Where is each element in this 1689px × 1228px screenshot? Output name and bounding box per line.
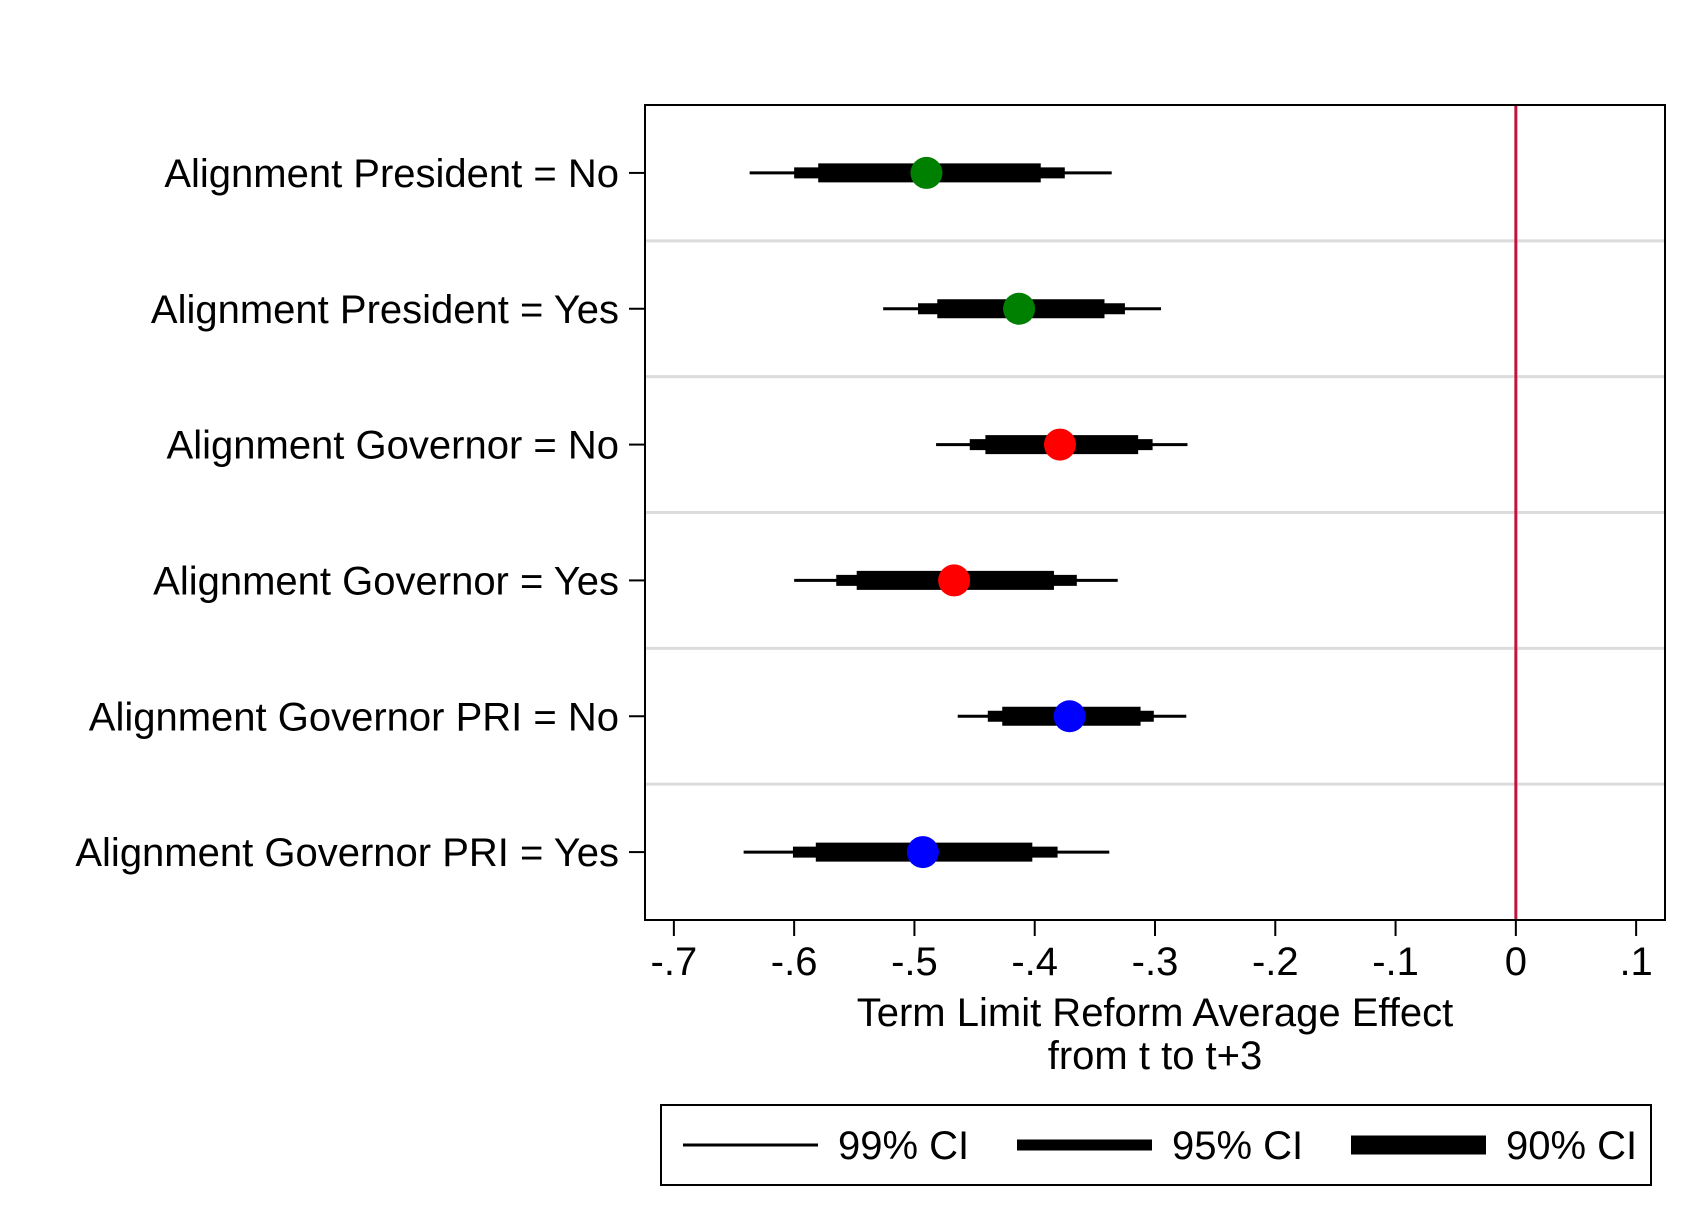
row-label: Alignment Governor PRI = Yes <box>75 831 619 875</box>
point-estimate <box>1003 292 1036 325</box>
legend: 99% CI 95% CI 90% CI <box>660 1104 1652 1186</box>
row-labels: Alignment President = No Alignment Presid… <box>75 152 645 875</box>
x-tick-label: 0 <box>1505 940 1527 984</box>
x-tick-label: .1 <box>1619 940 1652 984</box>
point-estimate <box>1043 428 1076 461</box>
row-label: Alignment President = No <box>164 152 619 196</box>
legend-label: 95% CI <box>1172 1124 1303 1168</box>
x-tick-label: -.2 <box>1252 940 1299 984</box>
x-axis-title-line: from t to t+3 <box>1048 1034 1263 1078</box>
row-label: Alignment President = Yes <box>151 288 619 332</box>
x-tick-label: -.1 <box>1372 940 1419 984</box>
x-axis: -.7 -.6 -.5 -.4 -.3 -.2 -.1 0 .1 <box>651 920 1653 984</box>
x-axis-title-line: Term Limit Reform Average Effect <box>857 991 1454 1035</box>
estimate-row <box>794 564 1118 597</box>
estimate-row <box>749 156 1112 189</box>
row-label: Alignment Governor = Yes <box>153 559 619 603</box>
row-label: Alignment Governor PRI = No <box>89 695 619 739</box>
x-tick-label: -.5 <box>891 940 938 984</box>
estimate-row <box>936 428 1188 461</box>
point-estimate <box>938 564 971 597</box>
x-tick-label: -.4 <box>1011 940 1058 984</box>
point-estimate <box>910 156 943 189</box>
legend-label: 90% CI <box>1506 1124 1637 1168</box>
estimate-rows <box>743 156 1188 869</box>
legend-label: 99% CI <box>838 1124 969 1168</box>
point-estimate <box>906 836 939 869</box>
row-label: Alignment Governor = No <box>167 424 619 468</box>
x-tick-label: -.3 <box>1132 940 1179 984</box>
estimate-row <box>883 292 1162 325</box>
x-tick-label: -.6 <box>771 940 818 984</box>
row-separators <box>645 239 1665 786</box>
estimate-row <box>957 700 1187 733</box>
estimate-row <box>743 836 1110 869</box>
point-estimate <box>1053 700 1086 733</box>
x-tick-label: -.7 <box>651 940 698 984</box>
